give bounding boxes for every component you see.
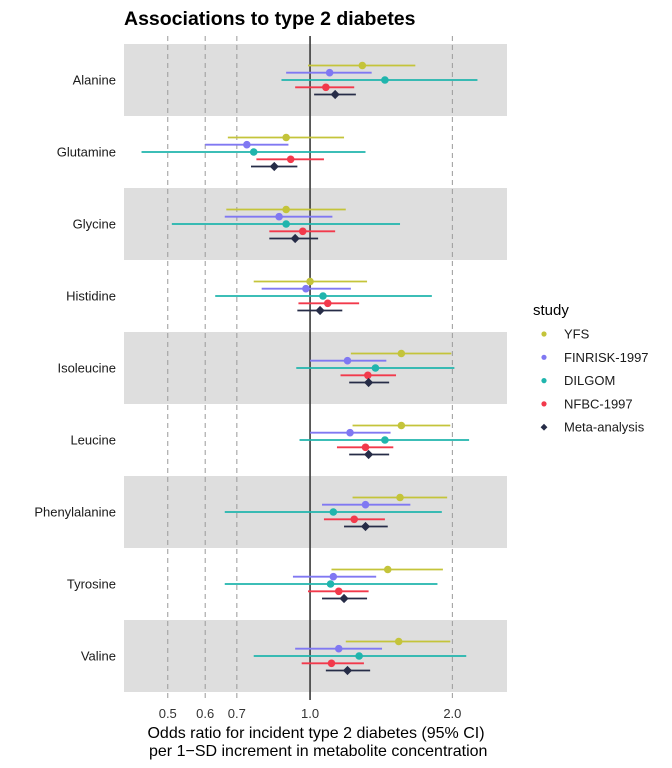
point-finrisk-1997-tyrosine xyxy=(329,572,338,581)
legend-item-yfs: YFS xyxy=(541,327,590,342)
y-label-glutamine: Glutamine xyxy=(57,145,116,160)
series-meta-analysis xyxy=(251,89,390,676)
legend-key-nfbc-1997 xyxy=(541,401,547,407)
series-finrisk-1997 xyxy=(205,68,411,653)
legend-label-finrisk-1997: FINRISK-1997 xyxy=(564,350,649,365)
series-dilgom xyxy=(141,76,478,660)
legend-key-finrisk-1997 xyxy=(541,354,547,360)
point-finrisk-1997-histidine xyxy=(302,284,310,293)
point-yfs-glycine xyxy=(282,205,290,214)
y-label-glycine: Glycine xyxy=(73,217,116,232)
point-dilgom-histidine xyxy=(319,292,327,300)
y-label-phenylalanine: Phenylalanine xyxy=(34,505,116,520)
y-label-tyrosine: Tyrosine xyxy=(67,577,116,592)
y-label-histidine: Histidine xyxy=(66,289,116,304)
point-yfs-leucine xyxy=(397,421,406,430)
legend-label-meta-analysis: Meta-analysis xyxy=(564,420,645,435)
x-axis-label-line1: Odds ratio for incident type 2 diabetes … xyxy=(147,725,484,742)
point-nfbc-1997-leucine xyxy=(361,443,370,452)
x-tick-label-0-6: 0.6 xyxy=(196,706,214,721)
legend-key-yfs xyxy=(541,331,547,337)
point-nfbc-1997-histidine xyxy=(323,299,332,308)
point-dilgom-tyrosine xyxy=(326,580,335,588)
point-meta-analysis-alanine xyxy=(330,89,340,100)
point-finrisk-1997-isoleucine xyxy=(343,356,352,365)
x-tick-label-1-0: 1.0 xyxy=(301,706,319,721)
point-nfbc-1997-phenylalanine xyxy=(350,515,359,524)
legend-label-dilgom: DILGOM xyxy=(564,373,615,388)
point-dilgom-leucine xyxy=(381,436,389,444)
legend-key-dilgom xyxy=(541,378,547,384)
series-yfs xyxy=(226,61,452,646)
legend-key-meta-analysis xyxy=(540,423,548,431)
point-nfbc-1997-isoleucine xyxy=(364,371,372,380)
point-nfbc-1997-tyrosine xyxy=(334,587,343,596)
y-label-leucine: Leucine xyxy=(70,433,116,448)
legend-title: study xyxy=(533,302,569,319)
legend-item-nfbc-1997: NFBC-1997 xyxy=(541,396,633,411)
point-meta-analysis-leucine xyxy=(364,449,374,460)
x-axis-ticks: 0.5 0.6 0.7 1.0 2.0 xyxy=(159,706,462,721)
point-dilgom-glycine xyxy=(282,220,290,228)
point-finrisk-1997-glycine xyxy=(275,212,283,221)
x-axis-label-line2: per 1−SD increment in metabolite concent… xyxy=(145,743,488,760)
point-nfbc-1997-valine xyxy=(327,659,336,668)
point-dilgom-glutamine xyxy=(249,148,258,156)
point-dilgom-valine xyxy=(355,652,363,660)
series-nfbc-1997 xyxy=(256,83,397,668)
point-nfbc-1997-alanine xyxy=(322,83,330,92)
legend: study YFS FINRISK-1997 DILGOM NFBC-1997 Meta… xyxy=(533,302,649,435)
point-nfbc-1997-glycine xyxy=(298,227,307,236)
x-tick-label-2-0: 2.0 xyxy=(443,706,461,721)
point-yfs-phenylalanine xyxy=(396,493,404,502)
point-finrisk-1997-leucine xyxy=(346,428,354,437)
point-meta-analysis-tyrosine xyxy=(339,593,349,604)
legend-label-yfs: YFS xyxy=(564,327,590,342)
legend-label-nfbc-1997: NFBC-1997 xyxy=(564,396,633,411)
y-label-valine: Valine xyxy=(81,649,116,664)
legend-item-meta-analysis: Meta-analysis xyxy=(540,420,645,435)
point-finrisk-1997-alanine xyxy=(325,68,334,77)
chart-title: Associations to type 2 diabetes xyxy=(124,8,416,30)
point-finrisk-1997-phenylalanine xyxy=(361,500,370,509)
point-dilgom-isoleucine xyxy=(371,364,380,372)
point-finrisk-1997-valine xyxy=(334,644,343,653)
legend-item-finrisk-1997: FINRISK-1997 xyxy=(541,350,649,365)
point-nfbc-1997-glutamine xyxy=(286,155,295,164)
point-meta-analysis-phenylalanine xyxy=(360,521,371,532)
point-yfs-valine xyxy=(394,637,403,646)
data-marks xyxy=(141,61,478,676)
y-label-alanine: Alanine xyxy=(73,73,116,88)
point-meta-analysis-histidine xyxy=(315,305,325,316)
x-tick-label-0-7: 0.7 xyxy=(228,706,246,721)
point-yfs-tyrosine xyxy=(383,565,392,574)
x-tick-label-0-5: 0.5 xyxy=(159,706,177,721)
legend-item-dilgom: DILGOM xyxy=(541,373,615,388)
point-meta-analysis-glycine xyxy=(290,233,300,244)
point-meta-analysis-valine xyxy=(342,665,353,676)
point-dilgom-alanine xyxy=(381,76,389,84)
point-yfs-glutamine xyxy=(282,133,290,142)
point-meta-analysis-isoleucine xyxy=(364,377,374,388)
point-yfs-isoleucine xyxy=(397,349,406,358)
point-meta-analysis-glutamine xyxy=(269,161,279,172)
point-yfs-histidine xyxy=(306,277,314,286)
point-yfs-alanine xyxy=(358,61,367,70)
y-axis-labels: Alanine Glutamine Glycine Histidine Isoleuci… xyxy=(34,73,116,664)
y-label-isoleucine: Isoleucine xyxy=(57,361,116,376)
point-finrisk-1997-glutamine xyxy=(243,140,251,149)
point-dilgom-phenylalanine xyxy=(329,508,338,516)
